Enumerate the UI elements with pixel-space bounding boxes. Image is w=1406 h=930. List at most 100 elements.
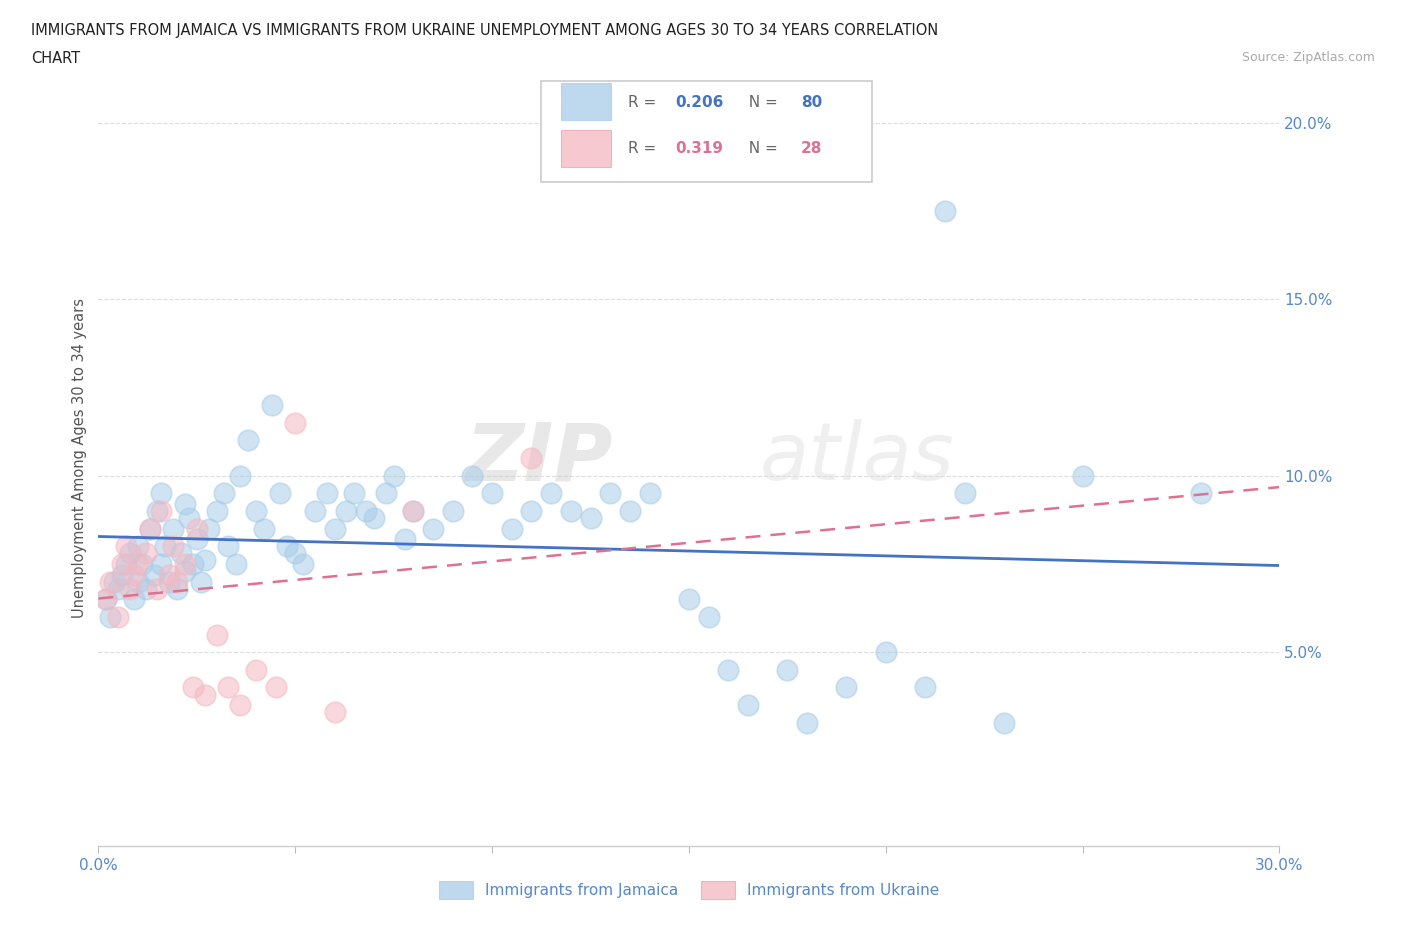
Point — [402, 503, 425, 518]
Point — [619, 503, 641, 518]
Point — [162, 521, 184, 536]
Point — [135, 581, 157, 596]
Point — [150, 556, 173, 571]
Point — [122, 567, 145, 582]
Point — [269, 485, 291, 500]
Point — [304, 503, 326, 518]
Point — [138, 521, 160, 536]
Point — [292, 556, 315, 571]
Text: atlas: atlas — [759, 419, 955, 497]
Text: 28: 28 — [801, 141, 823, 156]
Point — [166, 581, 188, 596]
Bar — [561, 129, 612, 166]
Point — [697, 609, 720, 624]
Point — [194, 553, 217, 568]
Point — [323, 521, 346, 536]
Point — [560, 503, 582, 518]
Point — [245, 503, 267, 518]
Point — [217, 538, 239, 553]
Point — [1189, 485, 1212, 500]
Point — [155, 538, 177, 553]
Point — [162, 538, 184, 553]
Text: R =: R = — [627, 95, 661, 110]
Text: 0.319: 0.319 — [675, 141, 723, 156]
Point — [194, 687, 217, 702]
Text: N =: N = — [738, 141, 782, 156]
Point — [599, 485, 621, 500]
Point — [363, 511, 385, 525]
Bar — [561, 83, 612, 120]
Point — [103, 574, 125, 589]
Point — [135, 546, 157, 561]
Point — [174, 556, 197, 571]
Point — [174, 564, 197, 578]
Point — [678, 591, 700, 606]
Point — [150, 485, 173, 500]
Point — [264, 680, 287, 695]
Point — [229, 468, 252, 483]
Point — [157, 567, 180, 582]
Point — [461, 468, 484, 483]
Point — [107, 609, 129, 624]
Point — [181, 556, 204, 571]
Point — [150, 503, 173, 518]
Point — [98, 574, 121, 589]
Text: CHART: CHART — [31, 51, 80, 66]
Point — [354, 503, 377, 518]
Point — [343, 485, 366, 500]
Point — [737, 698, 759, 712]
Point — [138, 521, 160, 536]
Point — [174, 497, 197, 512]
Point — [142, 567, 165, 582]
Legend: Immigrants from Jamaica, Immigrants from Ukraine: Immigrants from Jamaica, Immigrants from… — [433, 875, 945, 905]
Point — [540, 485, 562, 500]
Point — [993, 715, 1015, 730]
Point — [127, 538, 149, 553]
Point — [111, 567, 134, 582]
Point — [181, 680, 204, 695]
Text: IMMIGRANTS FROM JAMAICA VS IMMIGRANTS FROM UKRAINE UNEMPLOYMENT AMONG AGES 30 TO: IMMIGRANTS FROM JAMAICA VS IMMIGRANTS FR… — [31, 23, 938, 38]
Point — [335, 503, 357, 518]
Point — [190, 574, 212, 589]
Point — [481, 485, 503, 500]
Point — [579, 511, 602, 525]
Point — [146, 581, 169, 596]
Point — [122, 591, 145, 606]
Point — [914, 680, 936, 695]
Point — [127, 556, 149, 571]
Point — [520, 451, 543, 466]
Point — [284, 546, 307, 561]
Point — [934, 204, 956, 219]
Point — [118, 546, 141, 561]
Text: N =: N = — [738, 95, 782, 110]
Point — [157, 574, 180, 589]
Point — [323, 705, 346, 720]
Point — [131, 556, 153, 571]
Point — [236, 433, 259, 448]
Point — [382, 468, 405, 483]
Point — [127, 574, 149, 589]
Point — [394, 532, 416, 547]
Point — [260, 398, 283, 413]
Text: ZIP: ZIP — [465, 419, 612, 497]
Point — [118, 581, 141, 596]
Point — [953, 485, 976, 500]
Point — [276, 538, 298, 553]
Point — [214, 485, 236, 500]
Point — [170, 546, 193, 561]
Point — [374, 485, 396, 500]
Point — [107, 581, 129, 596]
Text: R =: R = — [627, 141, 661, 156]
FancyBboxPatch shape — [541, 82, 872, 182]
Point — [835, 680, 858, 695]
Point — [177, 511, 200, 525]
Point — [717, 662, 740, 677]
Text: 80: 80 — [801, 95, 823, 110]
Y-axis label: Unemployment Among Ages 30 to 34 years: Unemployment Among Ages 30 to 34 years — [72, 298, 87, 618]
Point — [520, 503, 543, 518]
Point — [245, 662, 267, 677]
Point — [115, 556, 138, 571]
Point — [284, 416, 307, 431]
Point — [217, 680, 239, 695]
Point — [96, 591, 118, 606]
